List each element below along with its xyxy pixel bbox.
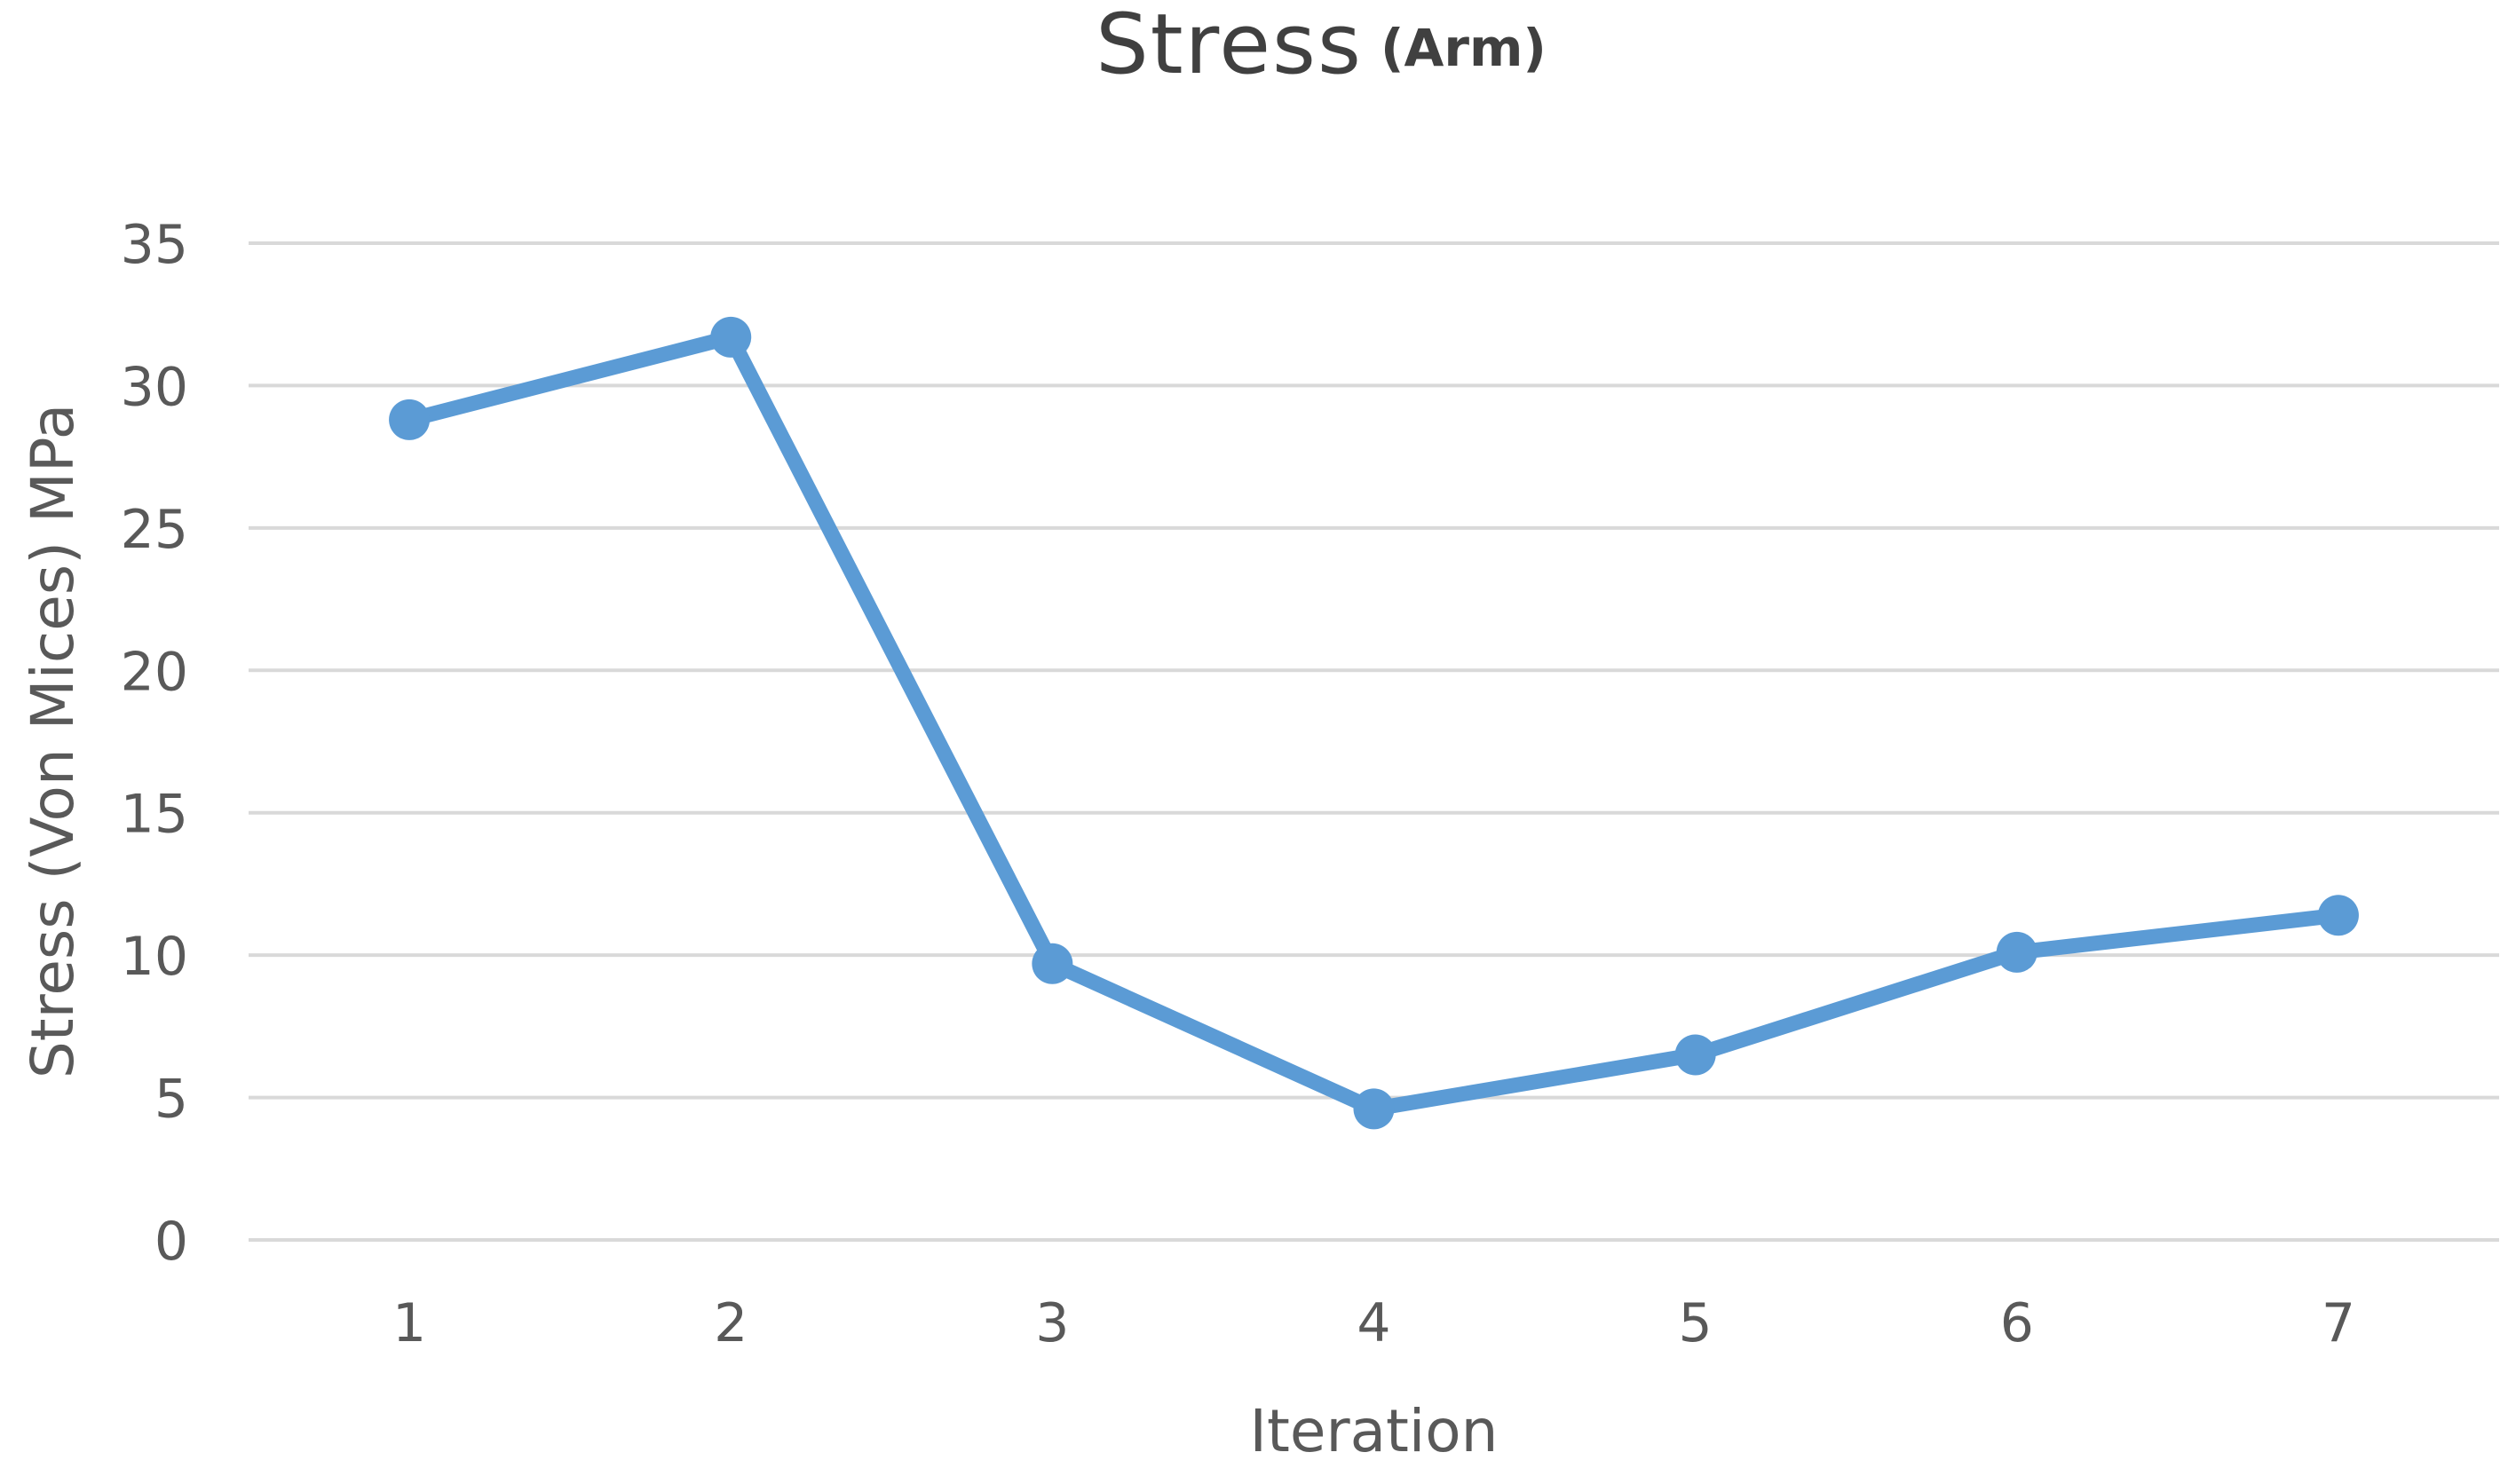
y-tick-label: 30 — [121, 356, 188, 418]
x-axis-label: Iteration — [1250, 1397, 1499, 1465]
chart-title: Stress — [1096, 0, 1363, 93]
series-group — [389, 316, 2359, 1130]
x-tick-label: 1 — [392, 1292, 426, 1354]
y-tick-label: 25 — [121, 499, 188, 561]
y-tick-label: 5 — [154, 1069, 188, 1131]
grid-lines — [249, 241, 2499, 1242]
y-axis-label: Stress (Von Mices) MPa — [19, 404, 87, 1078]
y-axis-tick-labels: 0 5 10 15 20 25 30 35 — [121, 214, 188, 1273]
x-tick-label: 5 — [1679, 1292, 1713, 1354]
x-tick-label: 7 — [2322, 1292, 2355, 1354]
chart-title-main: Stress — [1096, 0, 1363, 93]
data-point — [2317, 895, 2359, 936]
chart-title-group: Stress (Arm) — [1096, 0, 1547, 93]
series-line — [401, 329, 2346, 1117]
data-point — [1353, 1088, 1395, 1130]
data-point — [389, 399, 431, 440]
y-tick-label: 35 — [121, 214, 188, 276]
y-tick-label: 20 — [121, 641, 188, 703]
x-tick-label: 4 — [1357, 1292, 1390, 1354]
x-axis-tick-labels: 1 2 3 4 5 6 7 — [392, 1292, 2355, 1354]
chart-title-suffix: (Arm) — [1381, 18, 1547, 78]
data-point — [1032, 943, 1073, 984]
data-point — [710, 316, 752, 358]
data-point — [1996, 931, 2037, 973]
y-tick-label: 15 — [121, 784, 188, 846]
data-point — [1674, 1034, 1716, 1076]
y-tick-label: 0 — [154, 1211, 188, 1273]
x-tick-label: 3 — [1035, 1292, 1069, 1354]
x-tick-label: 6 — [2000, 1292, 2034, 1354]
y-tick-label: 10 — [121, 926, 188, 988]
x-tick-label: 2 — [714, 1292, 748, 1354]
